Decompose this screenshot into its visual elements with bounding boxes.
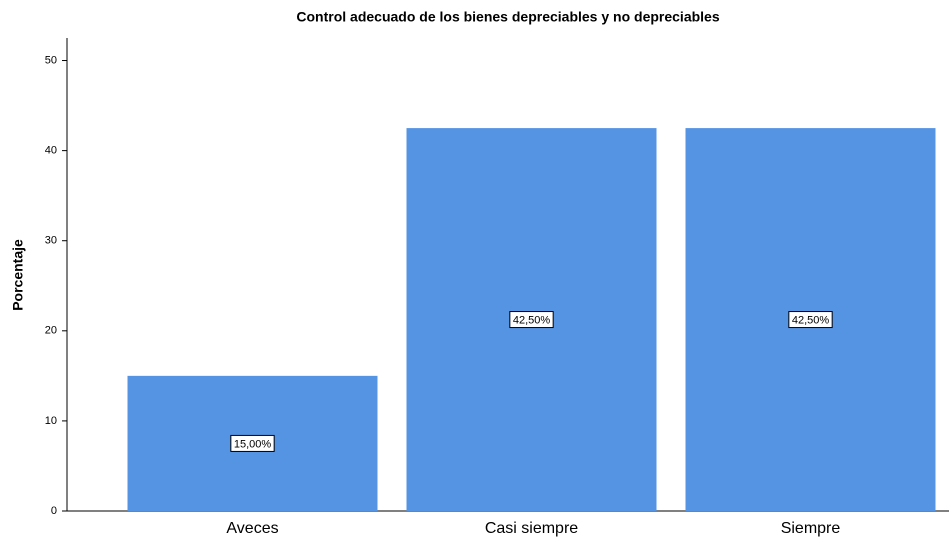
value-label-box <box>788 311 833 329</box>
y-tick-label: 30 <box>45 235 57 247</box>
y-tick-label: 50 <box>45 54 57 66</box>
y-tick-label: 10 <box>45 415 57 427</box>
y-tick-label: 20 <box>45 325 57 337</box>
value-label: 42,50% <box>513 314 551 326</box>
value-label: 15,00% <box>234 438 272 450</box>
x-tick-label: Aveces <box>226 520 278 537</box>
x-tick-label: Siempre <box>781 520 841 537</box>
value-label: 42,50% <box>792 314 830 326</box>
y-tick-label: 0 <box>51 505 57 517</box>
value-label-box <box>509 311 554 329</box>
x-tick-label: Casi siempre <box>485 520 578 537</box>
value-label-box <box>230 434 275 452</box>
chart-title: Control adecuado de los bienes depreciab… <box>296 9 719 25</box>
y-tick-label: 40 <box>45 145 57 157</box>
y-axis-label: Porcentaje <box>10 239 26 311</box>
